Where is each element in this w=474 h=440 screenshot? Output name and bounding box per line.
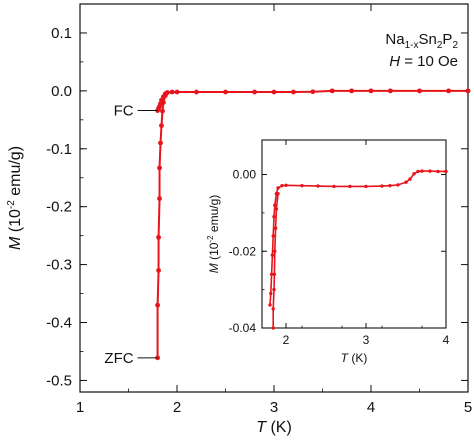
data-point (270, 253, 275, 257)
data-point (417, 88, 422, 94)
y-tick-label: -0.4 (46, 315, 72, 332)
y-tick-label: 0.0 (51, 83, 72, 100)
x-tick-label: 5 (464, 399, 472, 416)
data-point (158, 140, 163, 146)
y-tick-label: -0.5 (46, 372, 72, 389)
y-tick-label: 0.1 (51, 25, 72, 42)
data-point (300, 183, 304, 188)
y-tick-label: -0.3 (46, 257, 72, 274)
data-point (156, 234, 161, 240)
y-tick-label: -0.02 (229, 244, 257, 258)
field-strength-label: H = 10 Oe (389, 53, 458, 70)
inset-plot-frame (261, 139, 447, 329)
main-series-group (155, 88, 471, 361)
data-point (329, 88, 335, 94)
main-x-tick-labels: 1 2 3 4 5 (76, 399, 472, 416)
data-point (284, 183, 288, 187)
data-point (436, 169, 440, 174)
data-point (388, 183, 392, 188)
data-point (269, 291, 273, 296)
main-x-axis-title: T (K) (256, 419, 292, 436)
data-point (252, 89, 257, 95)
data-point (396, 183, 400, 187)
fc-curve-label: FC (114, 103, 134, 120)
data-point (272, 287, 276, 292)
inset-x-tick-labels: 2 3 4 (283, 333, 450, 347)
zfc-curve-label: ZFC (104, 350, 133, 367)
y-tick-label: 0.00 (233, 168, 257, 182)
x-tick-label: 2 (173, 399, 181, 416)
data-point (272, 272, 277, 276)
data-point (388, 88, 393, 94)
data-point (276, 192, 280, 196)
data-point (273, 203, 277, 207)
data-point (316, 184, 320, 188)
data-point (194, 89, 199, 95)
data-point (157, 165, 162, 171)
x-tick-label: 3 (270, 399, 278, 416)
data-point (268, 303, 272, 307)
main-y-tick-labels: 0.1 0.0 -0.1 -0.2 -0.3 -0.4 -0.5 (46, 25, 72, 389)
data-point (160, 108, 165, 114)
inset-axis-ticks (261, 140, 447, 329)
data-point (271, 89, 277, 95)
data-point (269, 272, 274, 276)
inset-plot: 2 3 4 0.00 -0.02 -0.04 T (K) M (10-2 emu/g) (204, 136, 450, 365)
data-point (276, 186, 280, 190)
y-tick-label: -0.1 (46, 141, 72, 158)
data-point (156, 267, 161, 273)
data-point (404, 180, 408, 184)
compound-formula-label: Na1-xSn2P2 (385, 31, 458, 51)
data-point (332, 184, 336, 189)
x-tick-label: 4 (367, 399, 375, 416)
inset-x-axis-title: T (K) (341, 351, 368, 365)
data-point (169, 89, 175, 95)
data-point (274, 207, 279, 211)
x-tick-label: 2 (283, 333, 290, 347)
data-point (271, 307, 275, 311)
main-plot: 1 2 3 4 5 0.1 0.0 -0.1 -0.2 -0.3 -0.4 -0.5 T (K) M… (6, 3, 472, 436)
y-tick-label: -0.04 (229, 321, 257, 335)
data-point (155, 302, 161, 308)
y-tick-label: -0.2 (46, 199, 72, 216)
data-point (271, 234, 275, 238)
data-point (157, 196, 162, 201)
x-tick-label: 1 (76, 399, 84, 416)
data-point (272, 215, 276, 219)
main-y-axis-title: M (10-2 emu/g) (6, 146, 24, 250)
x-tick-label: 3 (363, 333, 370, 347)
data-point (273, 249, 277, 253)
inset-series-group (268, 169, 448, 330)
data-point (446, 88, 451, 94)
main-axis-ticks (79, 3, 469, 392)
data-point (280, 183, 284, 188)
data-point (310, 89, 316, 95)
data-point (174, 89, 180, 95)
data-point (164, 90, 170, 96)
data-point (408, 177, 412, 181)
data-point (416, 169, 420, 174)
inset-background (204, 136, 448, 358)
inset-y-tick-labels: 0.00 -0.02 -0.04 (229, 168, 257, 335)
data-point (380, 184, 384, 188)
data-point (412, 172, 416, 176)
data-point (348, 184, 352, 189)
data-point (291, 89, 296, 95)
data-point (364, 184, 368, 189)
data-point (428, 169, 432, 173)
x-tick-label: 4 (443, 333, 450, 347)
data-point (349, 88, 354, 94)
data-point (368, 88, 374, 94)
inset-y-axis-title: M (10-2 emu/g) (206, 195, 221, 274)
data-point (271, 326, 275, 330)
data-point (159, 123, 164, 129)
data-point (420, 169, 424, 173)
series-line-1 (272, 193, 279, 328)
data-point (273, 226, 278, 230)
data-point (223, 89, 228, 95)
data-point (465, 88, 471, 94)
data-point (444, 169, 448, 174)
